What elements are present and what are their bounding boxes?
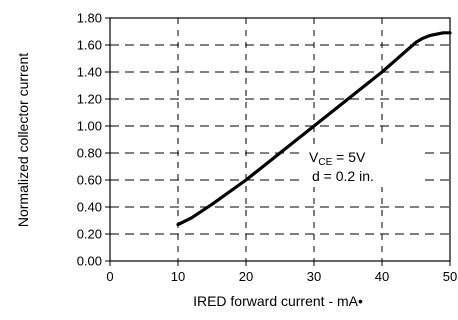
plot-area-frame: [109, 17, 451, 262]
y-tick-label: 1.00: [77, 119, 102, 134]
y-tick-label: 0.80: [77, 146, 102, 161]
x-tick-label: 20: [239, 269, 253, 284]
y-tick-label: 1.20: [77, 92, 102, 107]
y-axis-label: Normalized collector current: [15, 53, 31, 227]
y-axis-ticks: 0.00 0.20 0.40 0.60 0.80 1.00 1.20 1.40 1.60 1.80: [77, 11, 110, 269]
annotation-vce-value: = 5V: [332, 149, 366, 165]
annotation-vce: VCE = 5V: [309, 149, 366, 168]
y-tick-label: 0.40: [77, 200, 102, 215]
y-tick-label: 0.60: [77, 173, 102, 188]
y-tick-label: 1.40: [77, 65, 102, 80]
series-line-0: [176, 31, 452, 227]
series-layer: [176, 31, 452, 227]
x-tick-label: 50: [443, 269, 457, 284]
x-tick-label: 10: [171, 269, 185, 284]
grid-lines: [110, 18, 450, 261]
annotation-vce-main: V: [309, 149, 319, 165]
annotation-background: [302, 145, 422, 187]
x-tick-label: 30: [307, 269, 321, 284]
y-tick-label: 0.00: [77, 254, 102, 269]
x-axis-ticks: 0 10 20 30 40 50: [106, 261, 457, 284]
y-tick-label: 1.60: [77, 38, 102, 53]
annotation-distance: d = 0.2 in.: [312, 168, 374, 184]
annotation-vce-subscript: CE: [318, 157, 332, 168]
x-axis-label: IRED forward current - mA•: [193, 293, 363, 309]
y-tick-label: 1.80: [77, 11, 102, 26]
y-tick-label: 0.20: [77, 227, 102, 242]
x-tick-label: 0: [106, 269, 113, 284]
x-tick-label: 40: [375, 269, 389, 284]
